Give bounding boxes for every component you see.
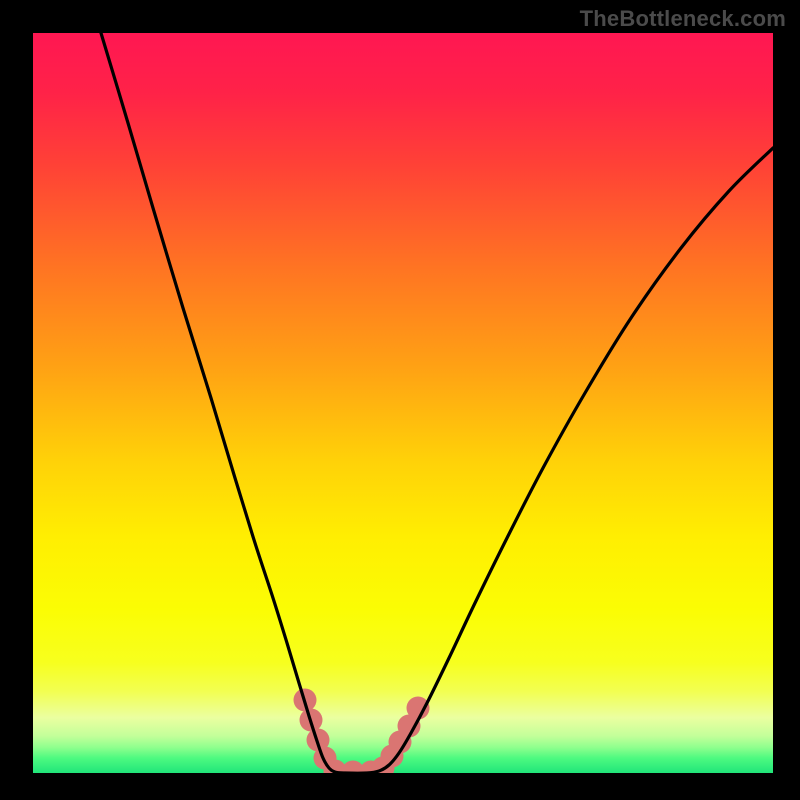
plot-area <box>33 33 773 773</box>
curve-layer <box>33 33 773 773</box>
watermark-text: TheBottleneck.com <box>580 6 786 32</box>
chart-container: TheBottleneck.com <box>0 0 800 800</box>
bottleneck-curve <box>101 33 773 773</box>
